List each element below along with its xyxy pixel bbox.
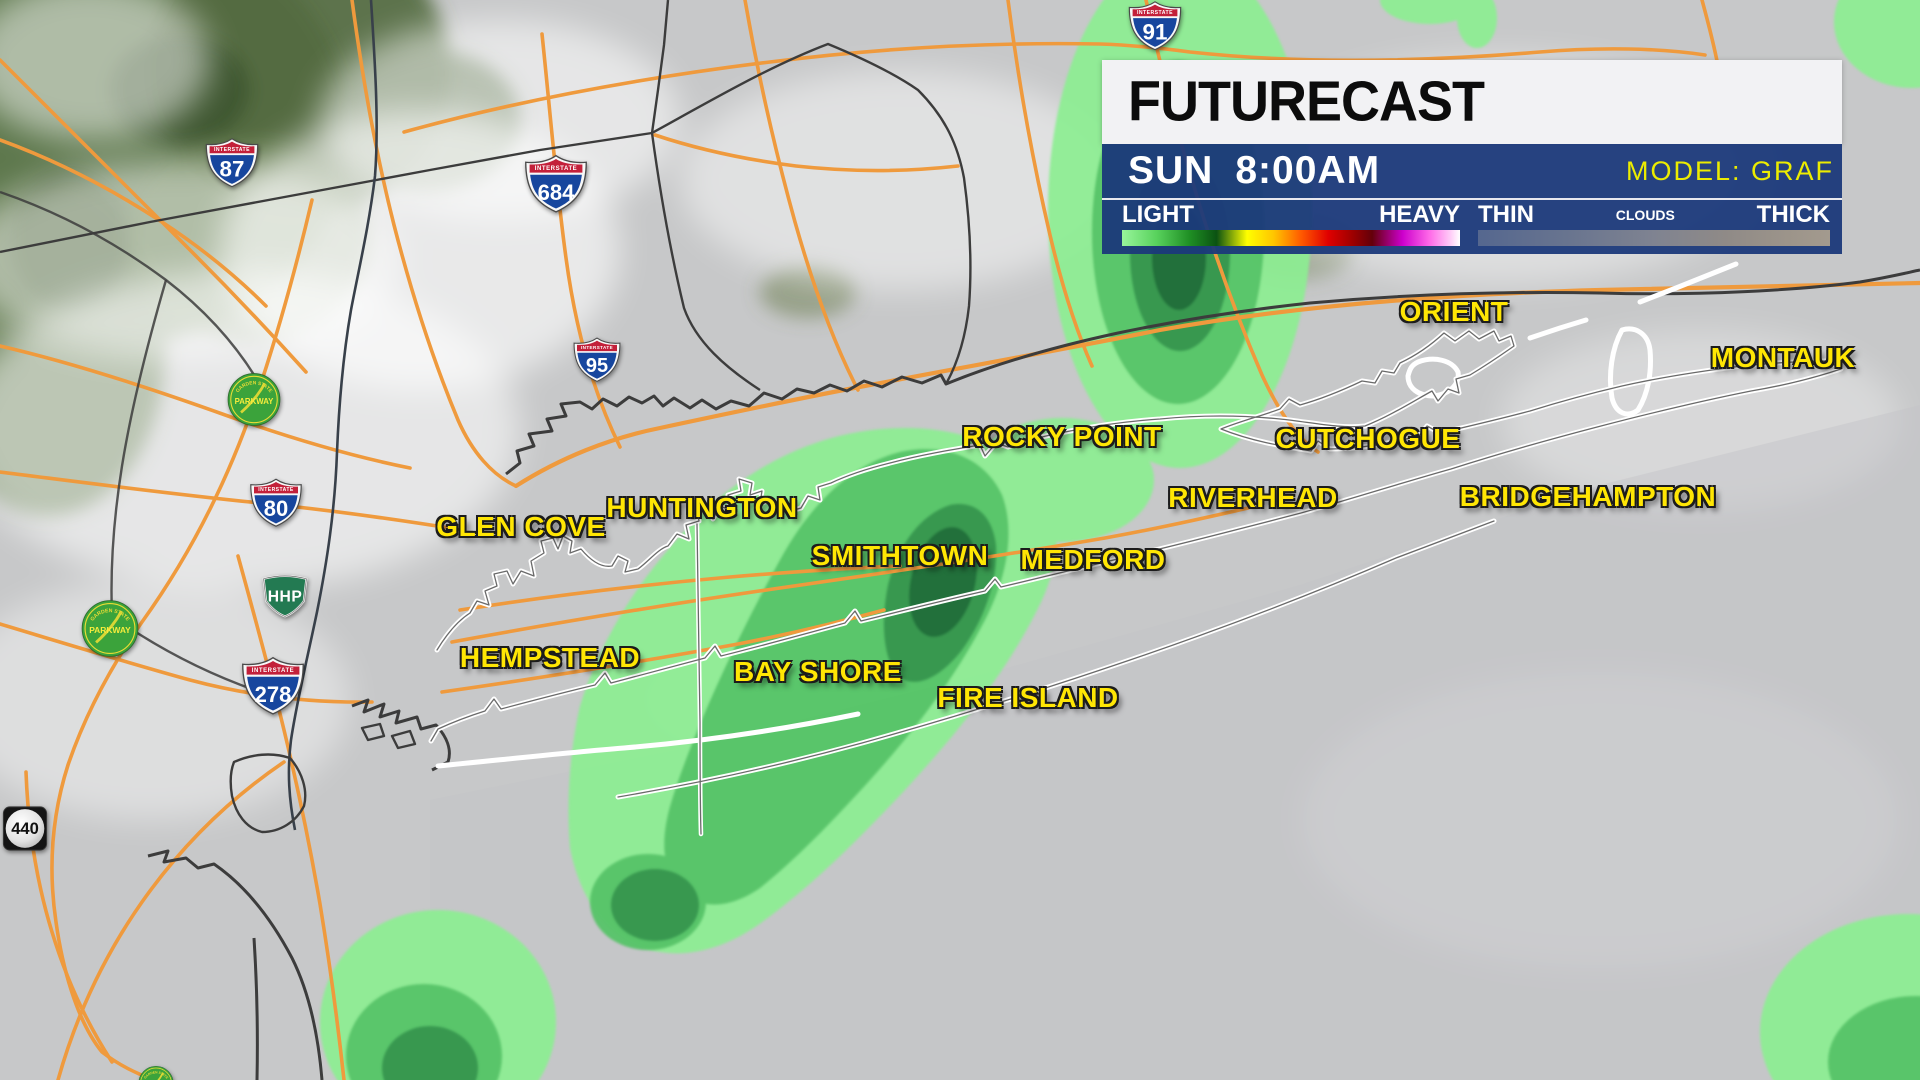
- cloud-gradient-bar: [1478, 230, 1830, 246]
- garden-state-parkway-shield: GARDEN STATE PARKWAY: [138, 1065, 174, 1080]
- panel-title: FUTURECAST: [1128, 70, 1485, 134]
- long-island-coastline: [428, 261, 1844, 837]
- futurecast-panel: FUTURECAST SUN 8:00AM MODEL: GRAF LIGHT …: [1102, 60, 1842, 254]
- interstate-278-shield: INTERSTATE 278: [240, 655, 306, 721]
- interstate-91-shield: INTERSTATE 91: [1127, 0, 1183, 57]
- city-label: BAY SHORE: [734, 656, 902, 687]
- svg-text:INTERSTATE: INTERSTATE: [252, 668, 295, 674]
- city-label: HEMPSTEAD: [459, 642, 641, 673]
- city-label: MEDFORD: [1020, 544, 1166, 575]
- model-label: MODEL: GRAF: [1625, 155, 1834, 186]
- cloud-legend: THIN CLOUDS THICK: [1478, 201, 1830, 246]
- route-440-shield: 440: [2, 806, 48, 857]
- svg-text:87: 87: [220, 156, 245, 181]
- city-label: MONTAUK: [1710, 342, 1856, 373]
- svg-text:PARKWAY: PARKWAY: [89, 625, 131, 635]
- city-label: RIVERHEAD: [1168, 482, 1338, 513]
- svg-text:684: 684: [538, 180, 576, 205]
- city-label: CUTCHOGUE: [1275, 423, 1461, 454]
- interstate-95-shield: INTERSTATE 95: [572, 336, 622, 388]
- svg-text:PARKWAY: PARKWAY: [235, 397, 274, 406]
- city-label: BRIDGEHAMPTON: [1459, 481, 1717, 512]
- precip-gradient-bar: [1122, 230, 1460, 246]
- cloud-thin-label: THIN: [1478, 201, 1534, 228]
- city-label: GLEN COVE: [436, 511, 606, 542]
- precip-light-label: LIGHT: [1122, 201, 1194, 228]
- interstate-80-shield: INTERSTATE 80: [249, 477, 304, 533]
- cloud-thick-label: THICK: [1756, 201, 1830, 228]
- city-label: FIRE ISLAND: [937, 682, 1119, 713]
- garden-state-parkway-shield: GARDEN STATE PARKWAY: [81, 600, 139, 663]
- forecast-time: 8:00AM: [1235, 149, 1381, 192]
- city-label: ROCKY POINT: [962, 421, 1162, 452]
- interstate-684-shield: INTERSTATE 684: [523, 153, 589, 219]
- forecast-day: SUN: [1128, 149, 1214, 192]
- svg-text:440: 440: [11, 819, 39, 838]
- svg-text:80: 80: [264, 496, 288, 521]
- legend-row: LIGHT HEAVY THIN CLOUDS THICK: [1102, 200, 1842, 254]
- time-row: SUN 8:00AM MODEL: GRAF: [1102, 144, 1842, 200]
- svg-text:INTERSTATE: INTERSTATE: [1137, 10, 1173, 16]
- svg-text:INTERSTATE: INTERSTATE: [535, 166, 578, 172]
- panel-title-row: FUTURECAST: [1102, 60, 1842, 144]
- svg-text:91: 91: [1143, 19, 1168, 44]
- clouds-label: CLOUDS: [1615, 207, 1675, 223]
- svg-text:HHP: HHP: [268, 589, 303, 606]
- city-label: HUNTINGTON: [606, 492, 798, 523]
- panel-info-bar: SUN 8:00AM MODEL: GRAF LIGHT HEAVY THIN …: [1102, 144, 1842, 254]
- city-label: SMITHTOWN: [811, 540, 989, 571]
- precip-heavy-label: HEAVY: [1379, 201, 1460, 228]
- garden-state-parkway-shield: GARDEN STATE PARKWAY: [227, 373, 281, 432]
- svg-text:INTERSTATE: INTERSTATE: [581, 345, 613, 350]
- svg-text:95: 95: [586, 355, 608, 377]
- city-label: ORIENT: [1399, 296, 1509, 327]
- ocean: [430, 405, 1920, 1080]
- interstate-87-shield: INTERSTATE 87: [204, 137, 260, 194]
- precip-legend: LIGHT HEAVY: [1122, 201, 1460, 246]
- hhp-parkway-shield: HHP: [258, 572, 312, 625]
- svg-text:INTERSTATE: INTERSTATE: [214, 147, 250, 153]
- svg-text:INTERSTATE: INTERSTATE: [258, 487, 294, 493]
- svg-text:278: 278: [255, 682, 292, 707]
